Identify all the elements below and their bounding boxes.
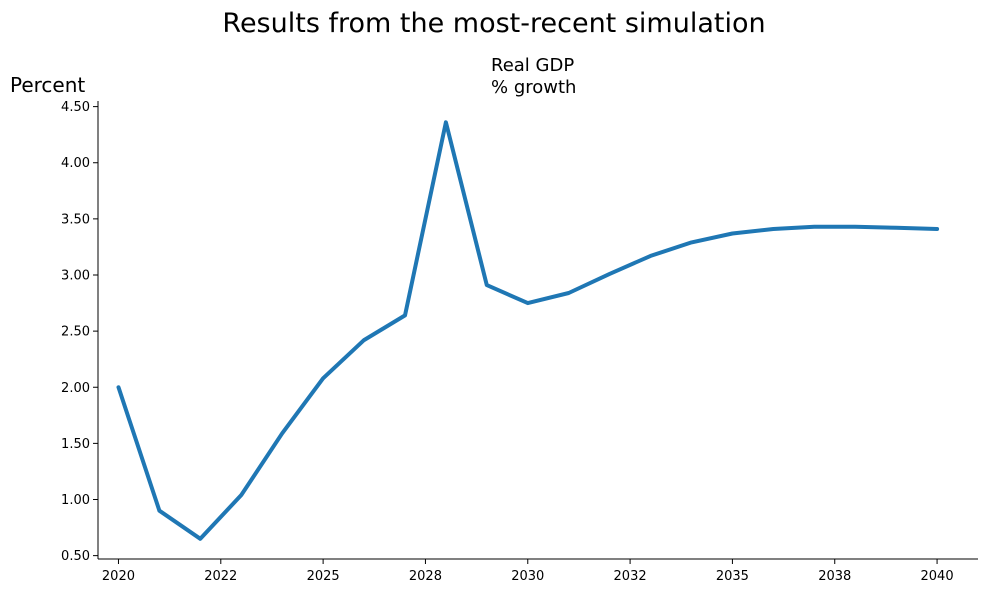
x-tick-label: 2020 bbox=[102, 569, 135, 584]
y-tick-label: 3.00 bbox=[61, 268, 90, 283]
x-tick-label: 2040 bbox=[921, 569, 954, 584]
y-axis-label: Percent bbox=[10, 73, 85, 97]
x-tick-label: 2030 bbox=[511, 569, 544, 584]
chart-title-line-1: Real GDP bbox=[491, 55, 574, 76]
x-tick-label: 2022 bbox=[204, 569, 237, 584]
x-tick-label: 2028 bbox=[409, 569, 442, 584]
y-ticks: 0.50 1.00 1.50 2.00 2.50 3.00 3.50 4.00 4.50 bbox=[61, 100, 98, 564]
chart-title-line-2: % growth bbox=[491, 77, 576, 98]
x-ticks: 2020 2022 2025 2028 2030 2032 2035 2038 2040 bbox=[102, 559, 954, 584]
y-tick-label: 2.00 bbox=[61, 381, 90, 396]
series-group bbox=[116, 120, 940, 541]
y-tick-label: 2.50 bbox=[61, 325, 90, 340]
x-tick-label: 2032 bbox=[614, 569, 647, 584]
y-tick-label: 4.00 bbox=[61, 156, 90, 171]
y-tick-label: 1.50 bbox=[61, 437, 90, 452]
x-tick-label: 2035 bbox=[716, 569, 749, 584]
figure-title: Results from the most-recent simulation bbox=[222, 8, 765, 39]
y-tick-label: 4.50 bbox=[61, 100, 90, 115]
x-tick-label: 2025 bbox=[307, 569, 340, 584]
x-tick-label: 2038 bbox=[818, 569, 851, 584]
y-tick-label: 3.50 bbox=[61, 212, 90, 227]
y-tick-label: 1.00 bbox=[61, 493, 90, 508]
series-line-real-gdp bbox=[116, 120, 940, 541]
y-tick-label: 0.50 bbox=[61, 549, 90, 564]
